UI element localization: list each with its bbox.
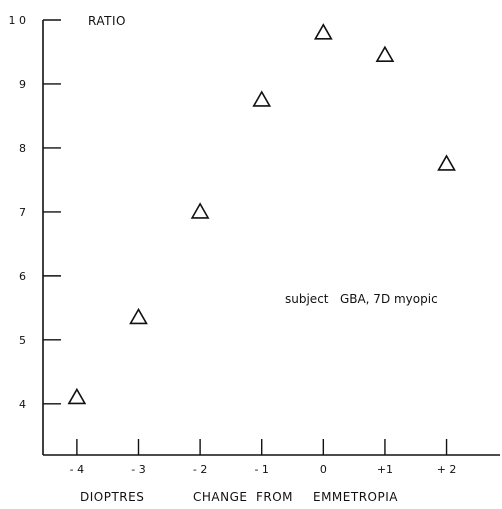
- data-point: [190, 202, 210, 219]
- y-tick-label: 7: [19, 206, 26, 219]
- x-tick-label: - 4: [70, 463, 84, 476]
- y-tick-label: 8: [19, 142, 26, 155]
- y-tick-label: 6: [19, 270, 26, 283]
- x-tick-label: +1: [377, 463, 393, 476]
- x-axis-title-dioptres: DIOPTRES: [80, 490, 144, 504]
- x-tick-label: - 1: [254, 463, 268, 476]
- subject-annotation: subject GBA, 7D myopic: [285, 292, 438, 306]
- data-point: [67, 387, 87, 405]
- x-axis-title-change: CHANGE: [193, 490, 247, 504]
- x-axis-title: DIOPTRES CHANGE FROM EMMETROPIA: [80, 490, 398, 504]
- y-tick-label: 4: [19, 398, 26, 411]
- y-tick-label: 5: [19, 334, 26, 347]
- y-tick-label: 1 0: [9, 14, 27, 27]
- y-axis-title: RATIO: [88, 14, 126, 28]
- x-axis-title-from: FROM: [256, 490, 293, 504]
- x-axis-title-emmetropia: EMMETROPIA: [313, 490, 398, 504]
- x-tick-label: - 2: [193, 463, 207, 476]
- y-tick-label: 9: [19, 78, 26, 91]
- x-tick-label: - 3: [131, 463, 145, 476]
- data-point: [129, 307, 148, 325]
- data-point: [375, 45, 395, 62]
- data-point: [313, 23, 333, 40]
- x-ticks: - 4 - 3 - 2 - 1 0 +1 + 2: [70, 439, 457, 476]
- x-tick-label: 0: [320, 463, 327, 476]
- y-ticks: 4 5 6 7 8 9 1 0: [9, 14, 61, 411]
- axes: [42, 20, 500, 456]
- data-points: [67, 23, 456, 405]
- data-point: [437, 154, 456, 171]
- data-point: [252, 90, 272, 107]
- x-tick-label: + 2: [437, 463, 457, 476]
